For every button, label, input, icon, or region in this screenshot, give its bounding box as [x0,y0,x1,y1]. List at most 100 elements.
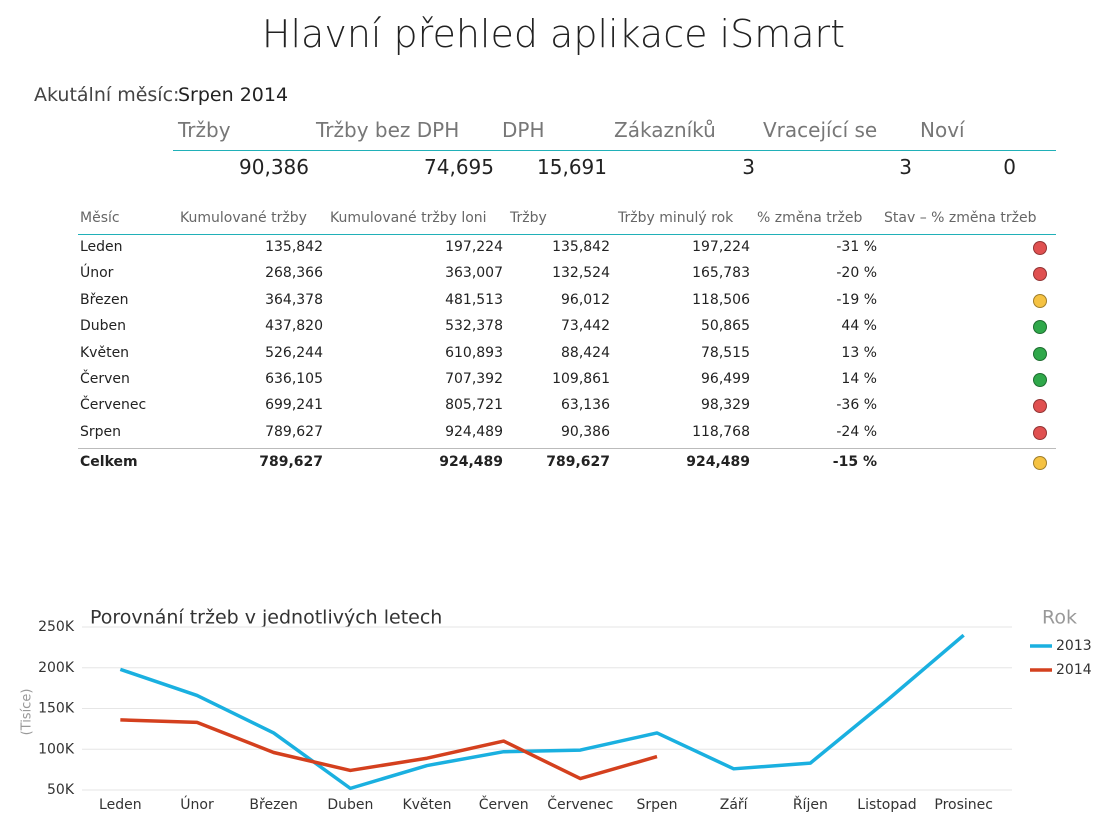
cell: -19 % [836,291,877,308]
cell: 197,224 [692,239,750,255]
y-axis-title: (Tisíce) [20,689,35,736]
cell: 135,842 [552,239,610,255]
row-label: Červen [80,371,130,387]
column-header: Tržby [510,210,547,226]
x-tick-label: Listopad [857,797,916,813]
month-value: Srpen 2014 [178,84,289,106]
legend-label: 2014 [1056,662,1092,678]
y-tick-label: 150K [38,701,75,717]
cell: 50,865 [701,318,750,335]
status-dot [1033,241,1047,255]
kpi-header: DPH [502,118,545,142]
cell: 789,627 [259,454,323,470]
legend-label: 2013 [1056,638,1092,654]
cell: 363,007 [445,265,503,282]
row-label: Leden [80,239,123,255]
cell: 14 % [841,371,877,387]
cell: -24 % [836,423,877,440]
column-header: Tržby minulý rok [618,210,734,226]
y-tick-label: 100K [38,741,75,757]
series-line [119,633,965,791]
cell: 44 % [841,318,877,335]
kpi-value: 90,386 [239,155,309,179]
kpi-header: Tržby [178,118,231,142]
cell: -15 % [832,454,877,470]
cell: 924,489 [445,423,503,440]
cell: -31 % [836,239,877,255]
cell: 132,524 [552,265,610,282]
month-label: Akutální měsíc: [34,84,180,106]
kpi-header: Vracející se [763,118,878,142]
cell: 481,513 [445,291,503,308]
row-label: Celkem [80,454,138,470]
column-header: Měsíc [80,210,120,226]
status-dot [1033,346,1047,361]
x-tick-label: Červen [479,795,529,813]
cell: 98,329 [701,397,750,414]
x-tick-label: Únor [180,795,214,813]
cell: 90,386 [561,423,610,440]
row-label: Duben [80,318,127,335]
kpi-value: 3 [899,155,912,179]
cell: 118,768 [692,423,750,440]
x-tick-label: Duben [327,797,373,813]
row-label: Srpen [80,423,122,440]
cell: 789,627 [265,423,323,440]
cell: 532,378 [445,318,503,335]
series-line [120,718,658,781]
x-tick-label: Leden [99,797,142,813]
cell: 165,783 [692,265,750,282]
cell: 118,506 [692,291,750,308]
total-rule [78,448,1056,449]
status-dot [1033,293,1047,308]
cell: 96,499 [701,371,750,387]
cell: 610,893 [445,344,503,361]
cell: 636,105 [265,371,323,387]
column-header: Stav – % změna tržeb [884,210,1037,226]
x-tick-label: Červenec [547,795,613,813]
cell: 96,012 [561,291,610,308]
cell: 789,627 [546,454,610,470]
row-label: Únor [80,265,114,282]
cell: 135,842 [265,239,323,255]
kpi-value: 0 [1003,155,1016,179]
cell: 805,721 [445,397,503,414]
kpi-header: Tržby bez DPH [316,118,460,142]
column-header: Kumulované tržby [180,210,307,226]
y-tick-label: 250K [38,619,75,635]
kpi-value: 74,695 [424,155,494,179]
status-dot [1033,399,1047,414]
cell: 63,136 [561,397,610,414]
cell: 197,224 [445,239,503,255]
table-rule [78,234,1056,235]
column-header: % změna tržeb [757,210,863,226]
y-tick-label: 50K [47,782,75,798]
cell: 268,366 [265,265,323,282]
status-dot [1033,320,1047,335]
x-tick-label: Říjen [793,796,828,813]
row-label: Květen [80,344,130,361]
x-tick-label: Březen [249,797,298,813]
status-dot [1033,456,1047,470]
cell: 526,244 [265,344,323,361]
row-label: Červenec [80,397,147,414]
kpi-value: 3 [742,155,755,179]
cell: 73,442 [561,318,610,335]
page-title: Hlavní přehled aplikace iSmart [261,12,846,56]
cell: 924,489 [439,454,503,470]
cell: 109,861 [552,371,610,387]
x-tick-label: Srpen [636,797,677,813]
status-dot [1033,267,1047,282]
kpi-header: Zákazníků [614,118,716,142]
kpi-rule [173,150,1056,151]
x-tick-label: Květen [402,797,451,813]
cell: 13 % [841,344,877,361]
x-tick-label: Prosinec [934,797,993,813]
cell: -20 % [836,265,877,282]
cell: 78,515 [701,344,750,361]
legend-title: Rok [1042,607,1077,629]
cell: 364,378 [265,291,323,308]
status-dot [1033,425,1047,440]
